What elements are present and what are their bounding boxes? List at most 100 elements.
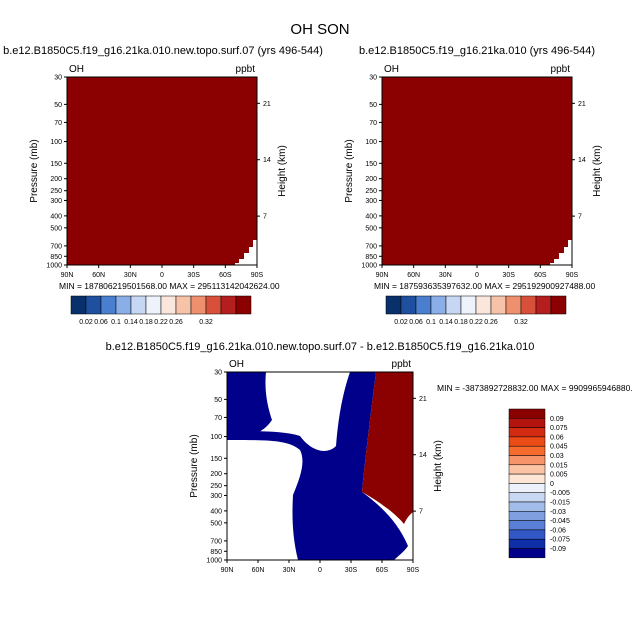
- y-tick-label: 850: [210, 549, 222, 556]
- colorbar-box: [508, 529, 546, 540]
- y-tick-label: 300: [210, 493, 222, 500]
- colorbar-label: -0.005: [550, 490, 570, 497]
- data-field-max: [67, 77, 257, 265]
- colorbar-box: [415, 295, 432, 315]
- panel-right-label: ppbt: [236, 64, 256, 75]
- y-axis-label-right: Height (km): [433, 440, 444, 492]
- y-tick-label: 500: [210, 520, 222, 527]
- colorbar-box: [445, 295, 462, 315]
- colorbar-box: [160, 295, 177, 315]
- y-tick-label: 100: [50, 139, 62, 146]
- colorbar-label: 0.09: [550, 416, 564, 423]
- x-tick-label: 30N: [439, 272, 452, 279]
- y-tick-label: 200: [210, 471, 222, 478]
- stats-text: MIN = 187806219501568.00 MAX = 295113142…: [59, 281, 280, 291]
- colorbar-box: [475, 295, 492, 315]
- colorbar-label: -0.09: [550, 546, 566, 553]
- x-tick-label: 0: [160, 272, 164, 279]
- colorbar-label: 0.32: [514, 319, 528, 326]
- y-tick-label: 250: [365, 188, 377, 195]
- colorbar-box: [145, 295, 162, 315]
- stats-text: MIN = 187593635397632.00 MAX = 295192900…: [374, 281, 595, 291]
- colorbar-label: -0.06: [550, 527, 566, 534]
- y-tick-label: 300: [365, 198, 377, 205]
- topography-mask: [235, 240, 257, 265]
- y-axis-label-right: Height (km): [592, 145, 603, 197]
- colorbar-label: 0.18: [454, 319, 468, 326]
- panel-title: b.e12.B1850C5.f19_g16.21ka.010 (yrs 496-…: [359, 45, 595, 57]
- x-tick-label: 60S: [219, 272, 232, 279]
- panel-left-label: OH: [229, 359, 244, 370]
- colorbar-label: 0.03: [550, 453, 564, 460]
- colorbar-label: -0.015: [550, 500, 570, 507]
- data-field-min-lower: [227, 372, 408, 560]
- data-field-min-upper: [227, 372, 272, 440]
- figure-title: OH SON: [290, 21, 349, 38]
- x-tick-label: 0: [475, 272, 479, 279]
- panels: b.e12.B1850C5.f19_g16.21ka.010.new.topo.…: [3, 45, 633, 574]
- colorbar-box: [220, 295, 237, 315]
- y-tick-label: 500: [50, 225, 62, 232]
- colorbar-box: [400, 295, 417, 315]
- y-tick-label: 400: [210, 508, 222, 515]
- y-tick-label: 400: [50, 213, 62, 220]
- x-tick-label: 90N: [376, 272, 389, 279]
- y-tick-label: 1000: [361, 263, 377, 270]
- colorbar-box: [235, 295, 252, 315]
- x-tick-label: 90N: [61, 272, 74, 279]
- colorbar-box: [508, 408, 546, 419]
- colorbar-box: [130, 295, 147, 315]
- colorbar-box: [508, 538, 546, 549]
- colorbar-box: [490, 295, 507, 315]
- y-tick-label: 70: [214, 415, 222, 422]
- colorbar-box: [508, 520, 546, 531]
- panel-right-label: ppbt: [392, 359, 412, 370]
- y-tick-label: 50: [214, 397, 222, 404]
- colorbar-box: [460, 295, 477, 315]
- colorbar-box: [508, 473, 546, 484]
- y-tick-label: 1000: [46, 263, 62, 270]
- chart-panel-1: b.e12.B1850C5.f19_g16.21ka.010.new.topo.…: [3, 45, 323, 326]
- colorbar-label: 0.26: [484, 319, 498, 326]
- y-axis-label: Pressure (mb): [189, 434, 200, 497]
- x-tick-label: 90N: [221, 567, 234, 574]
- colorbar-label: -0.03: [550, 509, 566, 516]
- y-tick-label: 850: [365, 254, 377, 261]
- colorbar-box: [115, 295, 132, 315]
- colorbar-label: 0.02: [79, 319, 93, 326]
- chart-panel-3: b.e12.B1850C5.f19_g16.21ka.010.new.topo.…: [106, 341, 633, 574]
- colorbar-label: 0.14: [439, 319, 453, 326]
- colorbar-box: [205, 295, 222, 315]
- y-tick-label: 100: [210, 434, 222, 441]
- x-tick-label: 60N: [252, 567, 265, 574]
- colorbar-box: [508, 492, 546, 503]
- colorbar-box: [520, 295, 537, 315]
- colorbar-box: [508, 418, 546, 428]
- chart-panel-2: b.e12.B1850C5.f19_g16.21ka.010 (yrs 496-…: [344, 45, 603, 326]
- y-tick-label: 150: [210, 456, 222, 463]
- panel-title: b.e12.B1850C5.f19_g16.21ka.010.new.topo.…: [106, 341, 535, 353]
- colorbar-label: 0.075: [550, 425, 568, 432]
- colorbar-box: [508, 427, 546, 438]
- colorbar-label: -0.075: [550, 537, 570, 544]
- y-tick-label: 70: [369, 120, 377, 127]
- data-field-max: [382, 77, 572, 265]
- colorbar-box: [508, 501, 546, 512]
- x-tick-label: 60N: [407, 272, 420, 279]
- y-tick-label: 70: [54, 120, 62, 127]
- panel-right-label: ppbt: [551, 64, 571, 75]
- x-tick-label: 30S: [502, 272, 515, 279]
- colorbar-label: 0.18: [139, 319, 153, 326]
- panel-title: b.e12.B1850C5.f19_g16.21ka.010.new.topo.…: [3, 45, 323, 57]
- y-tick-label: 30: [54, 75, 62, 82]
- y-axis-label: Pressure (mb): [344, 139, 355, 202]
- panel-left-label: OH: [69, 64, 84, 75]
- colorbar-label: 0.26: [169, 319, 183, 326]
- colorbar-label: 0.015: [550, 462, 568, 469]
- colorbar-label: 0.06: [550, 434, 564, 441]
- y-tick-label: 50: [54, 102, 62, 109]
- x-tick-label: 90S: [251, 272, 264, 279]
- colorbar-label: 0.22: [154, 319, 168, 326]
- y-tick-label: 700: [210, 538, 222, 545]
